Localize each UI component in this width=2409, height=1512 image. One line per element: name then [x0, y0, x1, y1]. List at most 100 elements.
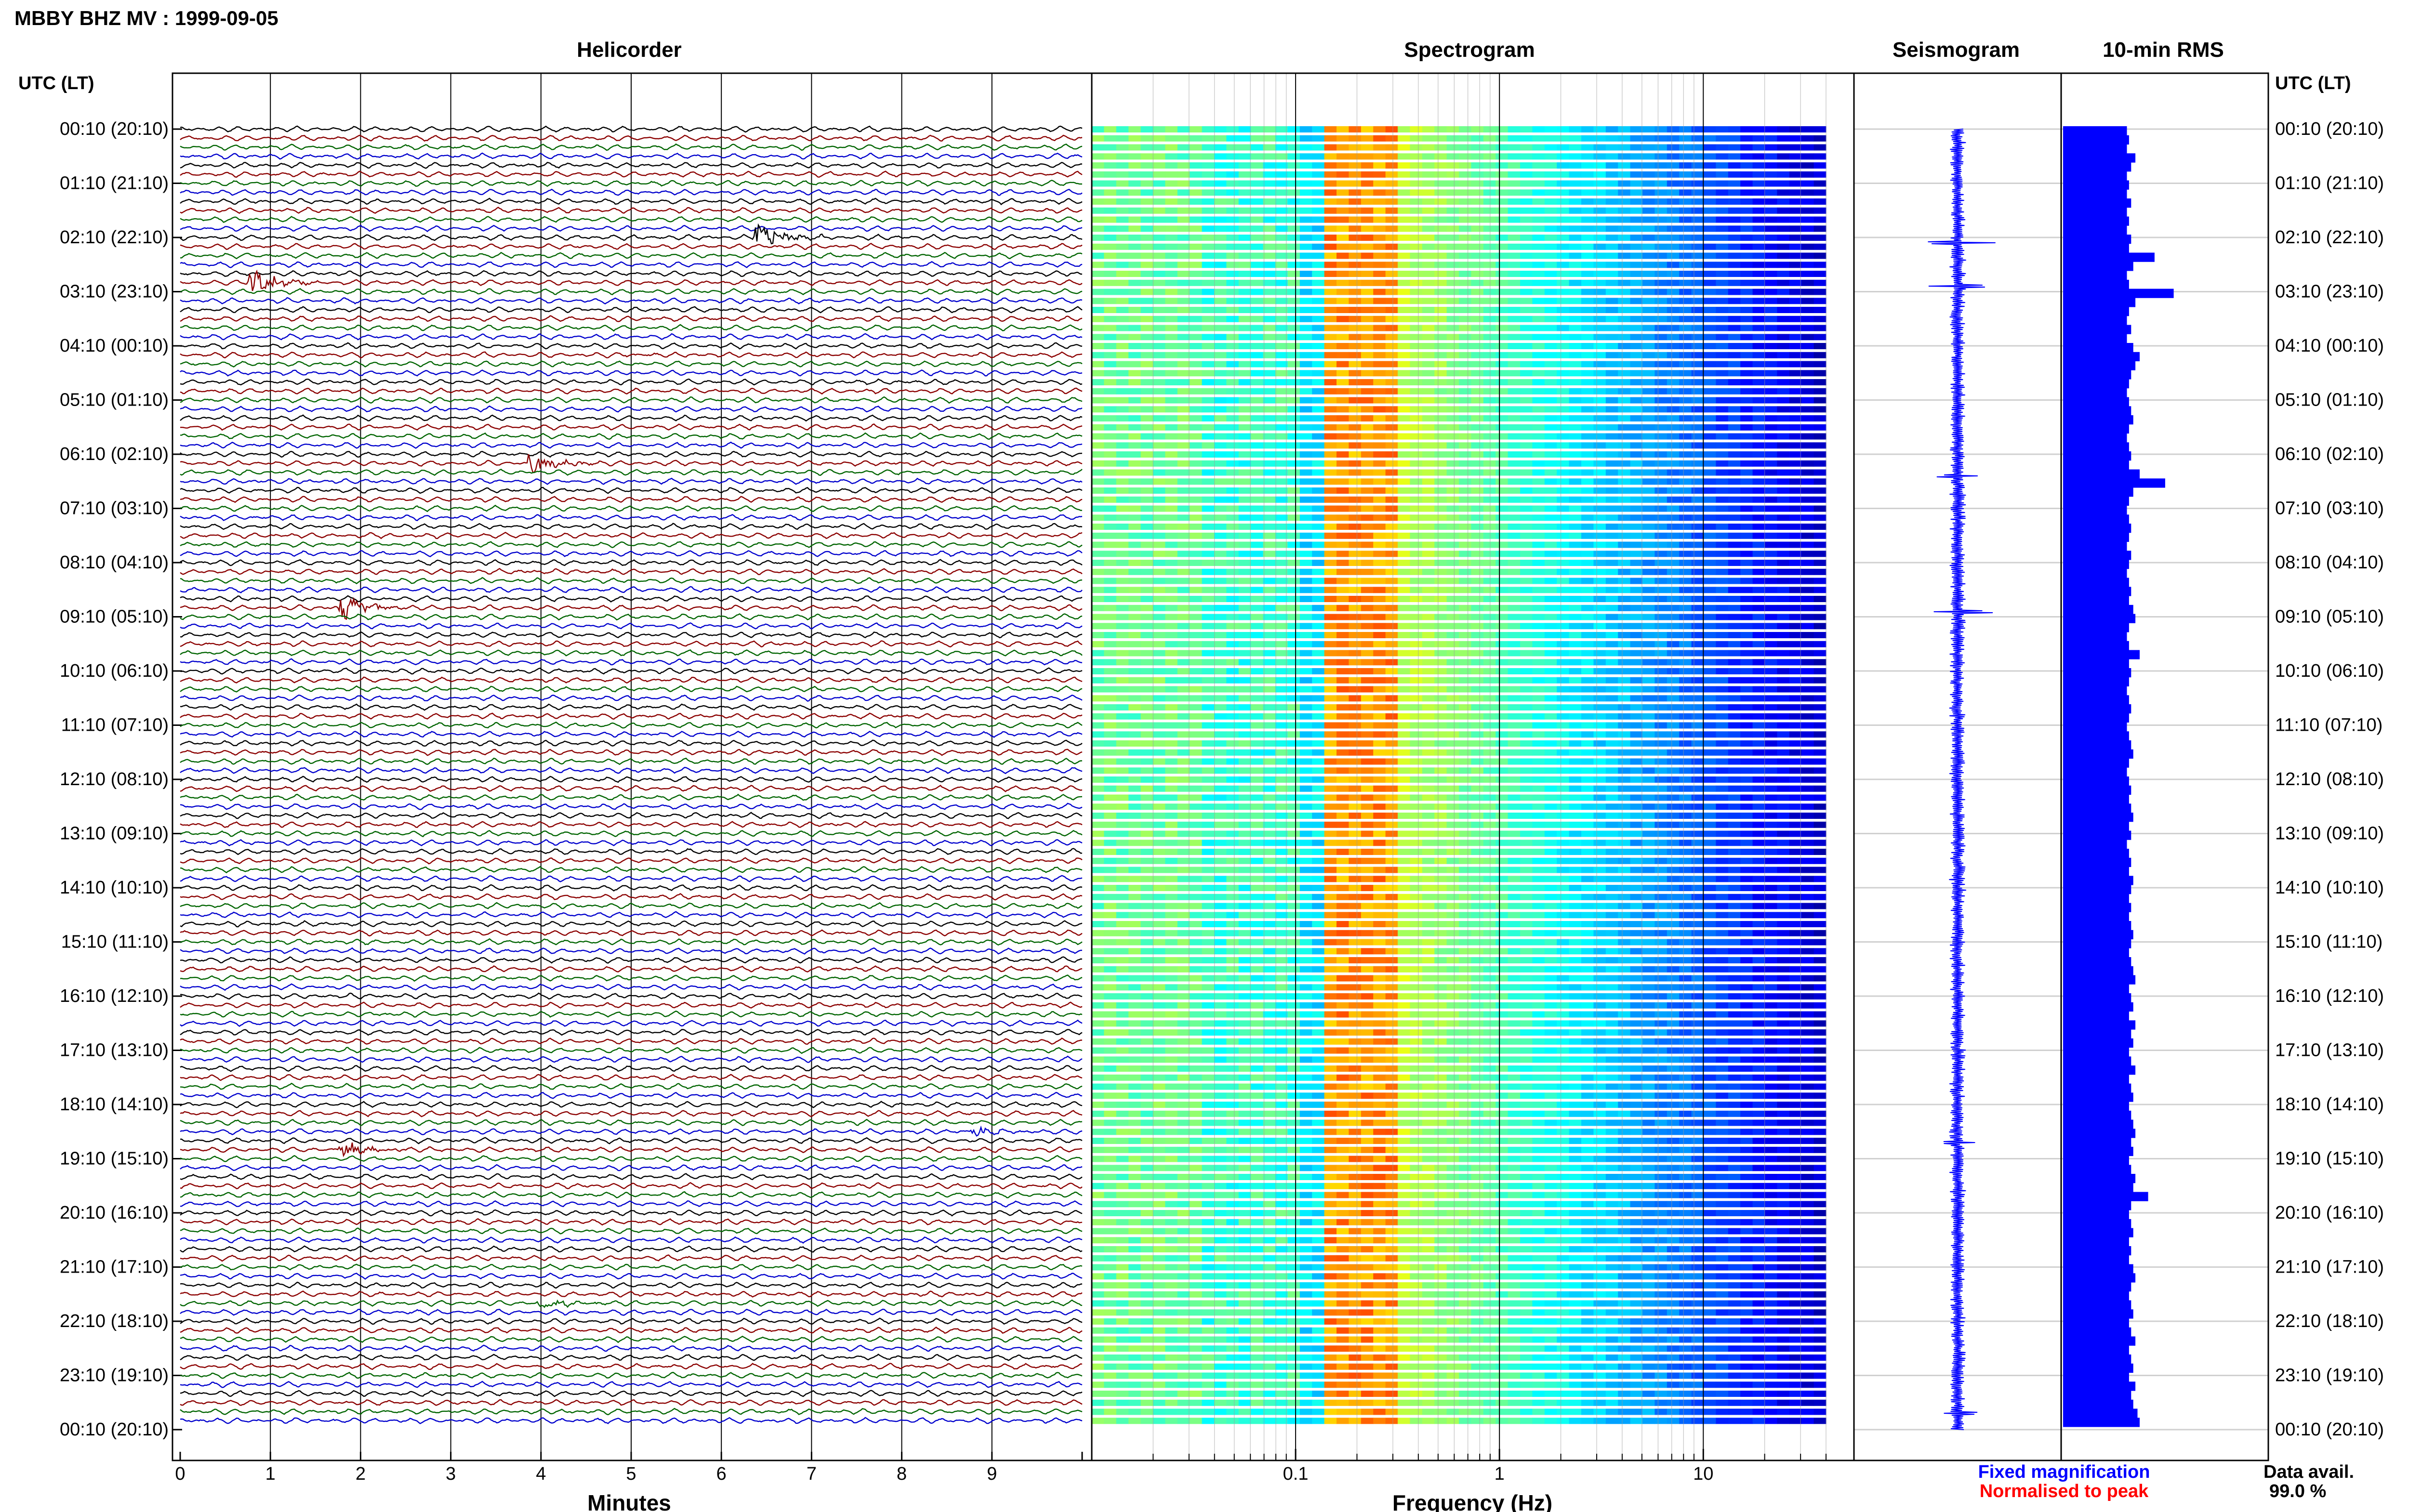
spectrogram-cell — [1275, 713, 1288, 720]
spectrogram-cell — [1813, 587, 1827, 593]
spectrogram-cell — [1496, 650, 1509, 657]
spectrogram-cell — [1642, 397, 1655, 404]
spectrogram-cell — [1226, 568, 1239, 575]
spectrogram-cell — [1728, 605, 1741, 611]
spectrogram-cell — [1140, 279, 1153, 286]
spectrogram-cell — [1263, 650, 1276, 657]
spectrogram-cell — [1202, 243, 1215, 250]
spectrogram-cell — [1226, 424, 1239, 431]
spectrogram-cell — [1287, 162, 1300, 169]
spectrogram-cell — [1092, 668, 1104, 674]
spectrogram-cell — [1299, 460, 1312, 467]
spectrogram-cell — [1801, 668, 1814, 674]
spectrogram-cell — [1434, 334, 1447, 341]
spectrogram-cell — [1801, 216, 1814, 223]
spectrogram-cell — [1324, 478, 1337, 485]
spectrogram-cell — [1275, 532, 1288, 539]
spectrogram-cell — [1104, 668, 1117, 674]
spectrogram-cell — [1251, 207, 1264, 214]
spectrogram-cell — [1226, 262, 1239, 268]
spectrogram-cell — [1446, 767, 1459, 774]
spectrogram-cell — [1765, 532, 1777, 539]
spectrogram-cell — [1177, 505, 1190, 512]
spectrogram-cell — [1483, 433, 1496, 440]
spectrogram-cell — [1532, 271, 1545, 277]
helicorder-trace-line — [180, 1236, 1083, 1244]
spectrogram-row — [1092, 505, 1827, 512]
spectrogram-cell — [1557, 551, 1570, 557]
spectrogram-cell — [1202, 307, 1215, 313]
spectrogram-cell — [1349, 677, 1362, 684]
spectrogram-cell — [1618, 262, 1631, 268]
spectrogram-cell — [1789, 578, 1802, 584]
spectrogram-cell — [1459, 325, 1471, 331]
spectrogram-row — [1092, 695, 1827, 702]
spectrogram-cell — [1140, 605, 1153, 611]
spectrogram-cell — [1752, 379, 1765, 385]
spectrogram-cell — [1813, 189, 1827, 196]
spectrogram-cell — [1740, 677, 1753, 684]
spectrogram-cell — [1520, 126, 1533, 132]
spectrogram-cell — [1373, 514, 1386, 521]
spectrogram-cell — [1385, 813, 1398, 819]
spectrogram-cell — [1275, 370, 1288, 377]
spectrogram-cell — [1532, 451, 1545, 458]
spectrogram-cell — [1299, 361, 1312, 368]
spectrogram-cell — [1618, 216, 1631, 223]
spectrogram-cell — [1459, 587, 1471, 593]
spectrogram-cell — [1544, 316, 1557, 322]
spectrogram-cell — [1520, 713, 1533, 720]
spectrogram-cell — [1385, 406, 1398, 413]
spectrogram-cell — [1765, 551, 1777, 557]
spectrogram-cell — [1116, 289, 1129, 295]
spectrogram-cell — [1385, 560, 1398, 566]
spectrogram-cell — [1605, 442, 1618, 449]
spectrogram-cell — [1128, 370, 1141, 377]
spectrogram-cell — [1349, 794, 1362, 801]
spectrogram-cell — [1422, 641, 1435, 647]
spectrogram-cell — [1299, 370, 1312, 377]
spectrogram-cell — [1153, 505, 1165, 512]
spectrogram-cell — [1557, 469, 1570, 476]
spectrogram-cell — [1704, 505, 1716, 512]
spectrogram-cell — [1202, 198, 1215, 205]
spectrogram-cell — [1299, 343, 1312, 349]
spectrogram-cell — [1422, 776, 1435, 783]
spectrogram-cell — [1752, 252, 1765, 259]
spectrogram-cell — [1618, 677, 1631, 684]
spectrogram-cell — [1349, 361, 1362, 368]
spectrogram-cell — [1238, 749, 1251, 756]
spectrogram-cell — [1324, 821, 1337, 828]
spectrogram-cell — [1765, 803, 1777, 810]
helicorder-trace-line — [180, 911, 1083, 919]
spectrogram-cell — [1667, 162, 1680, 169]
spectrogram-cell — [1569, 704, 1582, 710]
spectrogram-cell — [1667, 587, 1680, 593]
spectrogram-cell — [1165, 785, 1178, 792]
spectrogram-cell — [1508, 406, 1521, 413]
spectrogram-cell — [1263, 379, 1276, 385]
spectrogram-cell — [1337, 496, 1349, 503]
spectrogram-cell — [1557, 162, 1570, 169]
spectrogram-cell — [1410, 532, 1423, 539]
spectrogram-cell — [1312, 704, 1325, 710]
spectrogram-cell — [1251, 180, 1264, 187]
spectrogram-cell — [1312, 821, 1325, 828]
spectrogram-cell — [1605, 560, 1618, 566]
spectrogram-cell — [1520, 289, 1533, 295]
spectrogram-cell — [1214, 677, 1227, 684]
spectrogram-cell — [1618, 659, 1631, 666]
spectrogram-cell — [1459, 496, 1471, 503]
spectrogram-cell — [1104, 749, 1117, 756]
helicorder-trace-line — [180, 1037, 1083, 1045]
spectrogram-cell — [1557, 415, 1570, 421]
spectrogram-cell — [1655, 541, 1668, 548]
spectrogram-cell — [1434, 650, 1447, 657]
helicorder-trace-line — [180, 721, 1083, 729]
spectrogram-cell — [1287, 722, 1300, 729]
spectrogram-cell — [1667, 460, 1680, 467]
spectrogram-cell — [1385, 532, 1398, 539]
spectrogram-cell — [1422, 731, 1435, 738]
spectrogram-cell — [1813, 532, 1827, 539]
spectrogram-row — [1092, 587, 1827, 593]
